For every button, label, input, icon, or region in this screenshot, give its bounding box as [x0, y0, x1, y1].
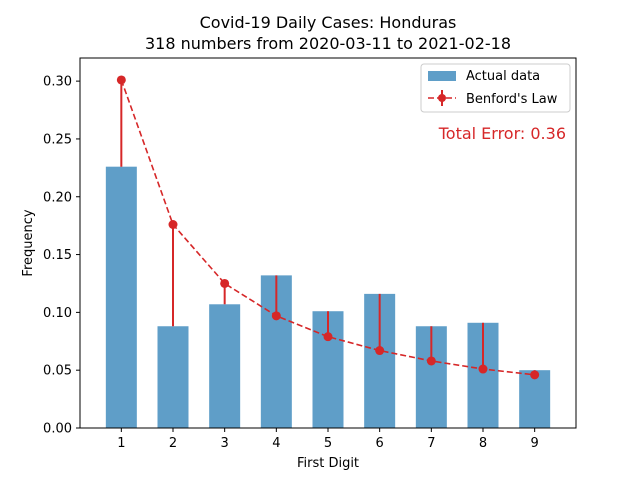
y-tick-label: 0.15 — [43, 248, 72, 263]
total-error-annotation: Total Error: 0.36 — [438, 124, 566, 143]
benford-point-digit-8 — [478, 364, 488, 374]
x-axis: 1 2 3 4 5 6 7 8 9 — [117, 428, 539, 451]
y-tick-label: 0.30 — [43, 75, 72, 90]
bars-layer — [105, 166, 551, 428]
x-tick-label: 6 — [376, 436, 384, 451]
legend: Actual data Benford's Law — [420, 63, 571, 113]
x-tick-label: 8 — [479, 436, 487, 451]
bar-digit-2 — [157, 326, 189, 428]
legend-label-actual: Actual data — [466, 69, 540, 84]
x-tick-label: 2 — [169, 436, 177, 451]
benford-markers-layer — [116, 75, 540, 380]
benford-point-digit-9 — [530, 370, 540, 380]
chart-subtitle: 318 numbers from 2020-03-11 to 2021-02-1… — [145, 34, 511, 53]
x-tick-label: 7 — [427, 436, 435, 451]
bar-digit-3 — [209, 304, 241, 428]
x-tick-label: 4 — [272, 436, 280, 451]
y-tick-label: 0.10 — [43, 306, 72, 321]
x-tick-label: 5 — [324, 436, 332, 451]
benford-point-digit-4 — [271, 311, 281, 321]
legend-swatch-benford-marker — [438, 94, 446, 102]
benford-point-digit-6 — [375, 346, 385, 356]
benford-point-digit-3 — [220, 278, 230, 288]
y-axis-label: Frequency — [21, 209, 36, 276]
y-tick-label: 0.05 — [43, 364, 72, 379]
x-tick-label: 3 — [221, 436, 229, 451]
y-tick-label: 0.20 — [43, 190, 72, 205]
benford-point-digit-1 — [116, 75, 126, 85]
bar-digit-1 — [105, 166, 137, 428]
y-axis: 0.00 0.05 0.10 0.15 0.20 0.25 0.30 — [43, 75, 80, 437]
benford-point-digit-2 — [168, 220, 178, 229]
x-tick-label: 9 — [531, 436, 539, 451]
benford-line — [120, 79, 535, 376]
benford-point-digit-5 — [323, 332, 333, 342]
legend-box — [420, 63, 571, 113]
legend-swatch-actual — [428, 71, 456, 81]
benford-point-digit-7 — [426, 356, 436, 366]
chart-title: Covid-19 Daily Cases: Honduras — [200, 13, 457, 32]
y-tick-label: 0.25 — [43, 132, 72, 147]
x-axis-label: First Digit — [297, 456, 359, 471]
x-tick-label: 1 — [117, 436, 125, 451]
legend-label-benford: Benford's Law — [466, 92, 558, 107]
bar-digit-9 — [519, 370, 551, 428]
y-tick-label: 0.00 — [43, 422, 72, 437]
